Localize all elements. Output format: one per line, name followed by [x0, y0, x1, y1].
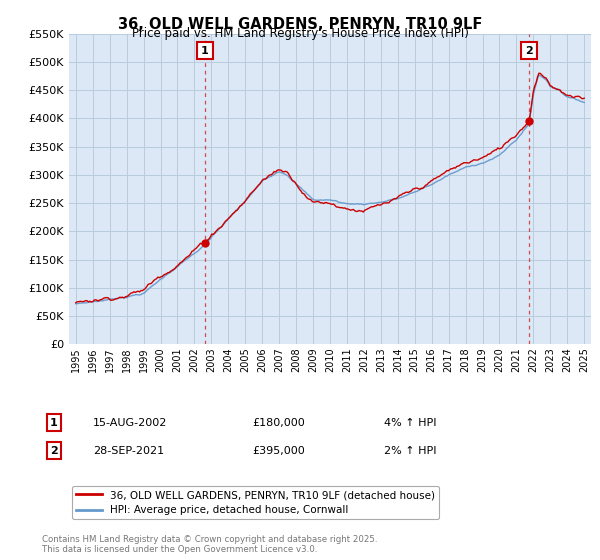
Text: Contains HM Land Registry data © Crown copyright and database right 2025.
This d: Contains HM Land Registry data © Crown c… — [42, 535, 377, 554]
Text: 36, OLD WELL GARDENS, PENRYN, TR10 9LF: 36, OLD WELL GARDENS, PENRYN, TR10 9LF — [118, 17, 482, 32]
Text: 2: 2 — [50, 446, 58, 456]
Text: Price paid vs. HM Land Registry's House Price Index (HPI): Price paid vs. HM Land Registry's House … — [131, 27, 469, 40]
Legend: 36, OLD WELL GARDENS, PENRYN, TR10 9LF (detached house), HPI: Average price, det: 36, OLD WELL GARDENS, PENRYN, TR10 9LF (… — [71, 486, 439, 520]
Text: £395,000: £395,000 — [252, 446, 305, 456]
Text: 2% ↑ HPI: 2% ↑ HPI — [384, 446, 437, 456]
Text: 15-AUG-2002: 15-AUG-2002 — [93, 418, 167, 428]
Text: 2: 2 — [525, 45, 533, 55]
Text: £180,000: £180,000 — [252, 418, 305, 428]
Text: 4% ↑ HPI: 4% ↑ HPI — [384, 418, 437, 428]
Text: 1: 1 — [201, 45, 209, 55]
Text: 1: 1 — [50, 418, 58, 428]
Text: 28-SEP-2021: 28-SEP-2021 — [93, 446, 164, 456]
